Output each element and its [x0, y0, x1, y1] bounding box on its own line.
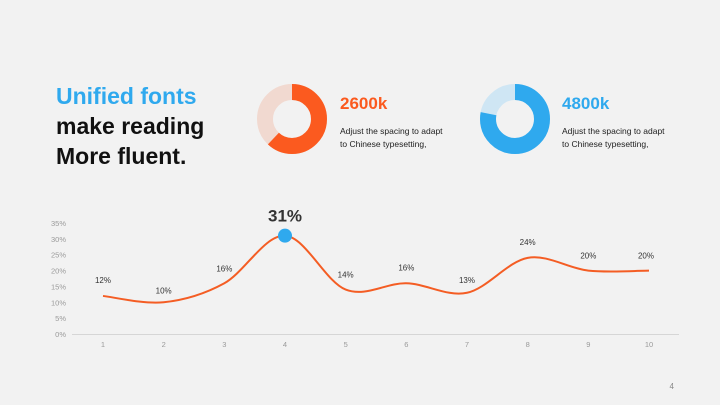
y-tick-label: 0% [55, 330, 66, 339]
series-line [102, 234, 650, 304]
x-tick-label: 4 [283, 340, 287, 349]
stat-description-line-2: to Chinese typesetting, [562, 139, 649, 149]
data-label: 12% [95, 276, 111, 285]
headline: Unified fonts make reading More fluent. [56, 81, 204, 171]
x-tick-label: 1 [101, 340, 105, 349]
data-label: 14% [338, 271, 354, 280]
y-axis-tick-labels: 0% 5% 10% 15% 20% 25% 30% 35% [51, 219, 66, 339]
x-tick-label: 9 [586, 340, 590, 349]
headline-line-1: Unified fonts [56, 83, 197, 109]
headline-line-3: More fluent. [56, 143, 187, 169]
y-tick-label: 30% [51, 235, 66, 244]
x-tick-label: 5 [344, 340, 348, 349]
data-label: 16% [216, 264, 232, 273]
data-label: 20% [638, 252, 654, 261]
x-tick-label: 6 [404, 340, 408, 349]
stat-value: 2600k [340, 94, 388, 113]
stat-description: Adjust the spacing to adapt to Chinese t… [562, 125, 682, 151]
donut-progress [257, 84, 327, 154]
data-label: 24% [520, 238, 536, 247]
page-number: 4 [669, 382, 674, 391]
y-tick-label: 5% [55, 314, 66, 323]
headline-line-2: make reading [56, 113, 205, 139]
stat-value: 4800k [562, 94, 610, 113]
x-axis-tick-labels: 1 2 3 4 5 6 7 8 9 10 [101, 340, 653, 349]
data-label: 16% [398, 263, 414, 272]
x-tick-label: 10 [645, 340, 653, 349]
highlight-data-label: 31% [268, 207, 302, 226]
stat-description: Adjust the spacing to adapt to Chinese t… [340, 125, 460, 151]
stat-description-line-1: Adjust the spacing to adapt [562, 126, 665, 136]
stat-description-line-1: Adjust the spacing to adapt [340, 126, 443, 136]
data-label: 10% [156, 286, 172, 295]
x-tick-label: 8 [526, 340, 530, 349]
donut-progress [480, 84, 550, 154]
x-tick-label: 2 [162, 340, 166, 349]
data-label: 20% [580, 252, 596, 261]
data-labels: 12% 10% 16% 14% 16% 13% 24% 20% 20% 31% [95, 207, 654, 296]
y-tick-label: 15% [51, 282, 66, 291]
y-tick-label: 20% [51, 267, 66, 276]
y-tick-label: 35% [51, 219, 66, 228]
x-tick-label: 3 [222, 340, 226, 349]
x-tick-label: 7 [465, 340, 469, 349]
y-tick-label: 10% [51, 298, 66, 307]
donut-ring-4800k [480, 84, 550, 154]
donut-ring-2600k [257, 84, 327, 154]
y-tick-label: 25% [51, 251, 66, 260]
highlight-point [278, 228, 292, 243]
data-label: 13% [459, 276, 475, 285]
stat-description-line-2: to Chinese typesetting, [340, 139, 427, 149]
